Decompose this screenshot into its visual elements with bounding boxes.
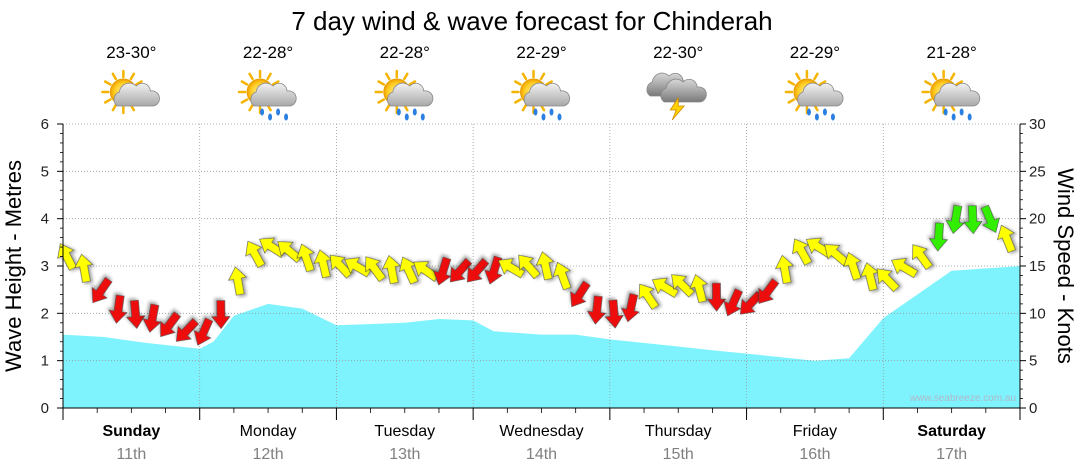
wind-arrow — [891, 258, 919, 279]
wind-arrow — [689, 274, 708, 304]
wind-arrow — [570, 280, 591, 308]
wind-arrow — [484, 255, 503, 285]
temperature-range-label: 22-28° — [243, 43, 293, 62]
day-name-label: Monday — [240, 423, 297, 440]
right-tick-label: 5 — [1029, 353, 1037, 370]
wind-arrow — [928, 222, 949, 252]
temperature-range-label: 21-28° — [927, 43, 977, 62]
day-name-label: Wednesday — [499, 423, 583, 440]
day-name-label: Friday — [793, 423, 837, 440]
wind-arrow — [296, 243, 315, 273]
showers-icon — [921, 69, 981, 121]
thunderstorm-icon — [646, 72, 707, 121]
left-tick-label: 0 — [41, 400, 49, 417]
wind-arrow — [651, 277, 679, 298]
day-name-label: Sunday — [102, 423, 160, 440]
wind-arrow — [792, 238, 813, 266]
wind-arrow — [245, 240, 266, 269]
wind-arrow — [963, 205, 983, 235]
wind-arrow — [552, 261, 572, 291]
wind-arrow — [228, 266, 247, 296]
temperature-range-label: 22-29° — [790, 43, 840, 62]
wind-arrow — [449, 257, 473, 283]
showers-icon — [237, 69, 297, 121]
day-name-label: Thursday — [645, 423, 712, 440]
wind-arrow — [912, 244, 933, 271]
wind-arrow — [381, 255, 401, 285]
wind-arrow — [211, 300, 231, 330]
wind-arrow — [706, 282, 727, 312]
wind-arrow — [344, 257, 372, 278]
wind-arrow — [365, 256, 387, 283]
wind-arrow — [467, 257, 490, 283]
wind-arrow — [638, 283, 660, 310]
day-date-label: 17th — [936, 446, 967, 463]
wind-arrow — [604, 299, 624, 329]
wind-arrow — [535, 251, 555, 281]
wind-arrow — [277, 241, 303, 264]
partly-cloudy-showers-icon — [511, 69, 571, 121]
day-date-label: 13th — [389, 446, 420, 463]
wind-arrow — [876, 268, 900, 293]
wind-arrow — [758, 278, 780, 304]
right-tick-label: 15 — [1029, 258, 1046, 275]
wind-arrow — [945, 204, 965, 234]
wind-arrow — [126, 299, 146, 329]
right-tick-label: 25 — [1029, 163, 1046, 180]
wind-arrow — [175, 318, 200, 342]
left-tick-label: 1 — [41, 353, 49, 370]
day-name-label: Saturday — [917, 423, 986, 440]
wave-height-area — [63, 266, 1020, 408]
wind-arrow — [671, 274, 695, 298]
temperature-range-label: 22-28° — [380, 43, 430, 62]
wind-arrow — [518, 254, 541, 280]
temperature-range-label: 22-29° — [516, 43, 566, 62]
wind-arrow — [91, 276, 113, 304]
right-tick-label: 10 — [1029, 305, 1046, 322]
wind-arrow — [621, 293, 640, 323]
wind-arrow — [433, 256, 452, 286]
temperature-range-label: 22-30° — [653, 43, 703, 62]
wind-arrow — [74, 253, 94, 283]
wind-arrow — [997, 224, 1016, 254]
right-tick-label: 30 — [1029, 116, 1046, 133]
wind-arrow — [193, 317, 214, 346]
left-tick-label: 2 — [41, 305, 49, 322]
day-date-label: 15th — [663, 446, 694, 463]
day-date-label: 16th — [799, 446, 830, 463]
wind-arrow — [160, 311, 182, 338]
wind-arrow — [329, 254, 353, 279]
left-tick-label: 5 — [41, 163, 49, 180]
right-tick-label: 20 — [1029, 211, 1046, 228]
showers-icon — [374, 69, 434, 121]
watermark: www.seabreeze.com.au — [909, 393, 1016, 404]
right-axis-title: Wind Speed - Knots — [1053, 168, 1078, 364]
wind-arrow — [774, 254, 794, 284]
left-tick-label: 4 — [41, 211, 49, 228]
day-date-label: 14th — [526, 446, 557, 463]
wind-arrow — [108, 294, 128, 324]
left-axis-title: Wave Height - Metres — [1, 160, 26, 372]
showers-icon — [784, 69, 844, 121]
right-tick-label: 0 — [1029, 400, 1037, 417]
left-tick-label: 6 — [41, 116, 49, 133]
wind-arrow — [587, 295, 607, 325]
wind-arrow — [980, 204, 1000, 233]
wind-arrow — [142, 303, 162, 333]
day-name-label: Tuesday — [374, 423, 435, 440]
wind-arrow — [497, 258, 526, 279]
wind-arrow — [843, 251, 862, 281]
wind-arrow — [57, 243, 77, 271]
chart-title: 7 day wind & wave forecast for Chinderah — [291, 6, 772, 36]
day-date-label: 12th — [253, 446, 284, 463]
left-tick-label: 3 — [41, 258, 49, 275]
day-date-label: 11th — [116, 446, 146, 463]
partly-cloudy-icon — [101, 69, 160, 115]
temperature-range-label: 23-30° — [106, 43, 156, 62]
wind-arrow — [723, 288, 743, 317]
